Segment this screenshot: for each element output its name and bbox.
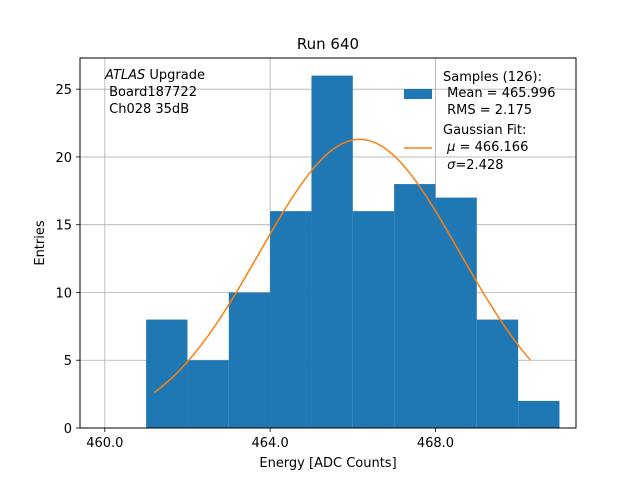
histogram-bar [228, 292, 271, 428]
y-tick-label: 5 [64, 354, 72, 369]
plot-frame [79, 57, 577, 429]
histogram-bar [187, 360, 229, 428]
x-axis-title: Energy [ADC Counts] [259, 456, 396, 471]
y-tick-label: 15 [55, 219, 72, 234]
chart-title: Run 640 [297, 35, 359, 53]
y-axis-ticks: 0 5 10 15 20 25 [55, 83, 80, 437]
atlas-annotation-line1: ATLAS Upgrade [104, 68, 205, 83]
channel-label: Ch028 35dB [105, 102, 189, 117]
histogram-bars [146, 75, 560, 428]
legend: Samples (126): Mean = 465.996 RMS = 2.17… [404, 70, 555, 173]
x-axis-ticks: 460.0 464.0 468.0 [86, 428, 454, 451]
legend-samples-swatch [404, 89, 432, 99]
histogram-bar [146, 319, 188, 428]
legend-samples-line1: Samples (126): [443, 70, 542, 85]
legend-samples-line2: Mean = 465.996 [443, 86, 555, 101]
gaussian-fit-curve [153, 138, 532, 393]
y-tick-label: 0 [64, 422, 72, 437]
histogram-bar [270, 211, 312, 428]
histogram-bar [352, 211, 395, 428]
histogram-bar [518, 400, 560, 428]
atlas-annotation: ATLAS Upgrade Board187722 Ch028 35dB [104, 68, 205, 117]
y-tick-label: 25 [55, 83, 72, 98]
x-tick-label: 464.0 [252, 436, 289, 451]
histogram-bar [435, 197, 477, 428]
histogram-bar [394, 184, 436, 428]
legend-fit-sigma: σ=2.428 [443, 158, 504, 173]
sigma-symbol: σ [447, 158, 456, 173]
y-axis-title: Entries [33, 220, 48, 266]
x-tick-label: 468.0 [417, 436, 454, 451]
x-tick-label: 460.0 [86, 436, 123, 451]
legend-samples-line3: RMS = 2.175 [443, 103, 532, 118]
mu-value: = 466.166 [455, 140, 528, 155]
atlas-label: ATLAS [104, 68, 145, 83]
sigma-value: =2.428 [455, 158, 503, 173]
board-label: Board187722 [105, 85, 197, 100]
upgrade-label: Upgrade [145, 68, 205, 83]
y-tick-label: 20 [55, 151, 72, 166]
mu-symbol: μ [446, 140, 455, 155]
legend-fit-mu: μ = 466.166 [443, 140, 528, 155]
histogram-bar [476, 319, 519, 428]
histogram-bar [311, 75, 353, 428]
y-tick-label: 10 [55, 286, 72, 301]
legend-fit-line1: Gaussian Fit: [443, 123, 526, 138]
